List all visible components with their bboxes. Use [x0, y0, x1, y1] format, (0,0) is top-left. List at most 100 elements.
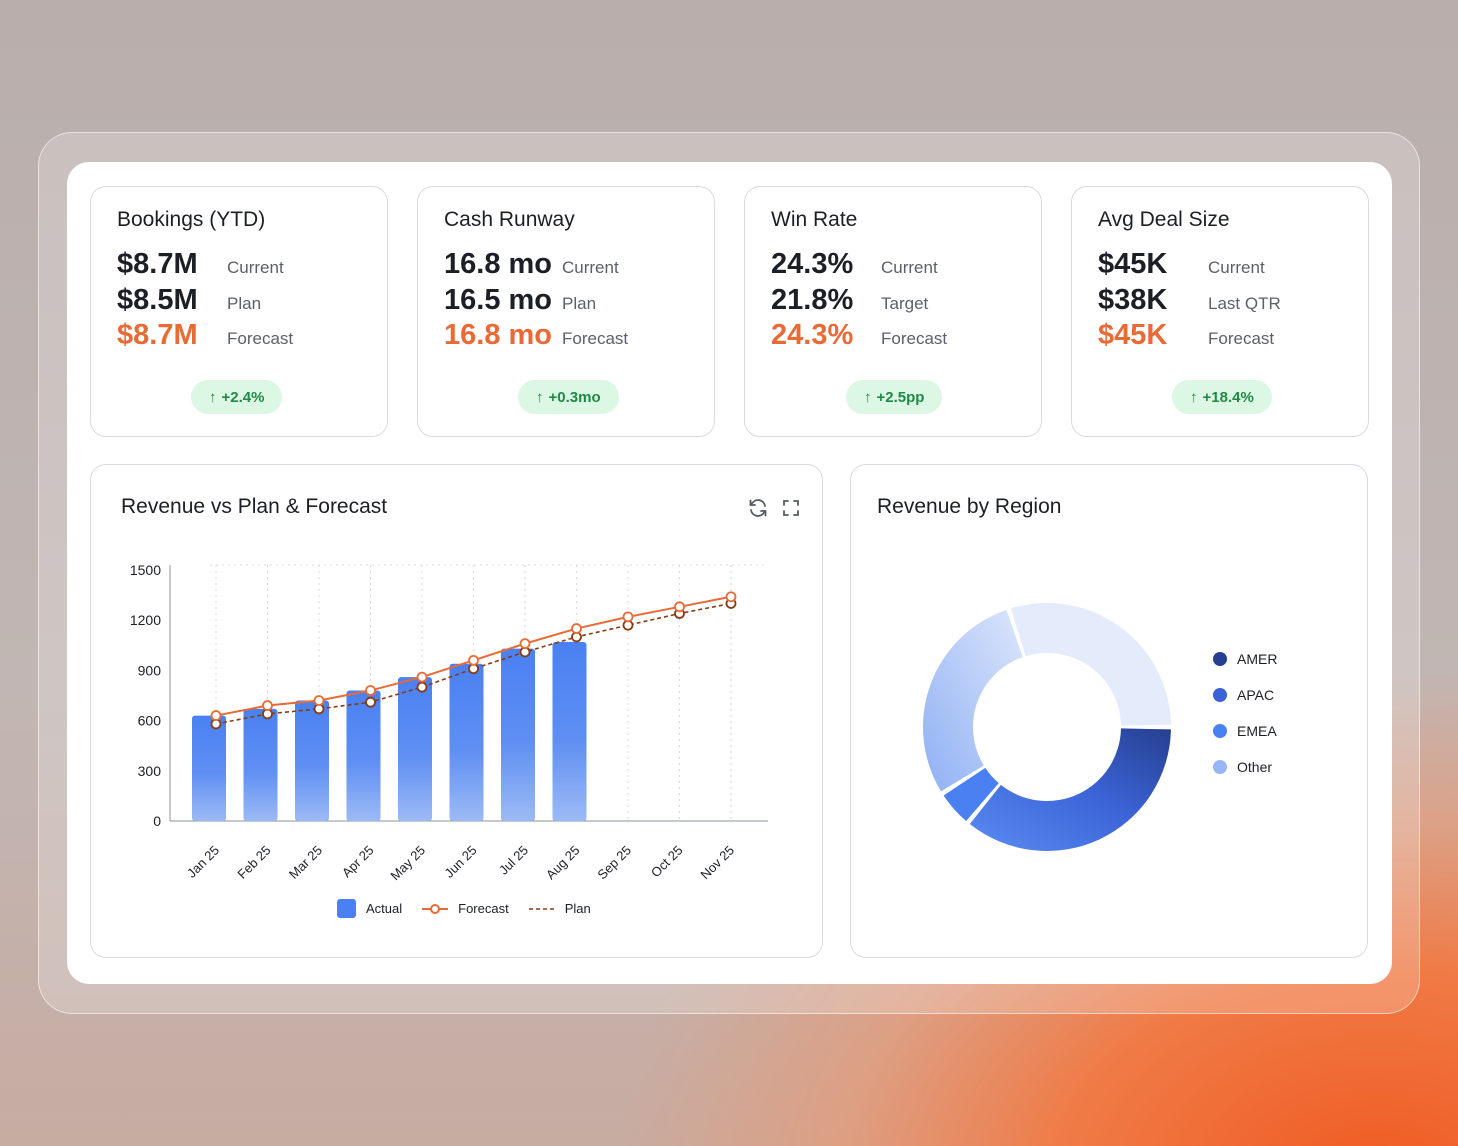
kpi-current-label: Current [227, 258, 284, 277]
kpi-forecast-value: 16.8 mo [444, 319, 552, 351]
bar-actual [243, 708, 278, 821]
expand-icon[interactable] [780, 497, 802, 519]
kpi-plan-value: 16.5 mo [444, 284, 552, 316]
arrow-up-icon: ↑ [536, 388, 544, 406]
legend-apac-dot [1213, 688, 1227, 702]
kpi-title: Bookings (YTD) [117, 208, 266, 231]
kpi-card-avg-deal-size: Avg Deal Size $45K Current $38K Last QTR $… [1071, 186, 1369, 437]
kpi-current-value: 24.3% [771, 248, 854, 280]
kpi-forecast-value: 24.3% [771, 319, 854, 351]
kpi-target-label: Target [881, 294, 929, 313]
legend-actual-label: Actual [366, 901, 403, 916]
legend-other-label: Other [1237, 759, 1273, 775]
x-tick-label: Jul 25 [496, 843, 531, 878]
x-tick-label: Jan 25 [184, 843, 222, 881]
legend-plan-swatch [528, 907, 555, 910]
legend-forecast[interactable]: Forecast [422, 901, 509, 916]
forecast-point [468, 654, 479, 666]
y-tick-label: 1500 [130, 562, 161, 578]
legend-other[interactable]: Other [1213, 759, 1277, 775]
donut-segment-light[interactable] [1010, 603, 1171, 726]
legend-other-dot [1213, 760, 1227, 774]
legend-amer[interactable]: AMER [1213, 651, 1277, 667]
kpi-plan-value: $8.5M [117, 284, 198, 316]
forecast-point [571, 623, 582, 634]
refresh-icon[interactable] [747, 497, 769, 519]
forecast-point [725, 591, 737, 603]
change-badge-label: +18.4% [1202, 388, 1254, 406]
change-badge-label: +2.5pp [876, 388, 925, 406]
kpi-card-cash-runway: Cash Runway 16.8 mo Current 16.5 mo Plan 1… [417, 186, 715, 437]
donut-segment-other[interactable] [923, 609, 1023, 792]
legend-emea[interactable]: EMEA [1213, 723, 1277, 739]
change-badge: ↑ +2.5pp [846, 380, 943, 414]
kpi-forecast-value: $8.7M [117, 319, 198, 351]
x-tick-label: May 25 [387, 843, 428, 884]
kpi-current-label: Current [562, 258, 619, 277]
arrow-up-icon: ↑ [864, 388, 872, 406]
bar-actual [501, 648, 535, 821]
x-tick-label: Feb 25 [234, 843, 273, 882]
kpi-current-value: $8.7M [117, 248, 198, 280]
kpi-last-qtr-value: $38K [1098, 284, 1168, 316]
forecast-point [519, 638, 531, 650]
y-tick-label: 1200 [130, 612, 161, 628]
forecast-point [622, 611, 634, 623]
plan-line [215, 602, 732, 725]
legend-actual[interactable]: Actual [337, 899, 402, 918]
arrow-up-icon: ↑ [1190, 388, 1198, 406]
x-tick-label: Aug 25 [543, 843, 583, 883]
kpi-current-value: $45K [1098, 248, 1168, 280]
legend-emea-label: EMEA [1237, 723, 1277, 739]
forecast-point [313, 695, 325, 706]
bar-actual [192, 715, 226, 821]
kpi-card-win-rate: Win Rate 24.3% Current 21.8% Target 24.3% F… [744, 186, 1042, 437]
revenue-chart-card: Revenue vs Plan & Forecast 0 300 600 900 120… [90, 464, 823, 958]
kpi-forecast-label: Forecast [227, 329, 294, 348]
x-tick-label: Jun 25 [441, 843, 479, 881]
region-chart-card: Revenue by Region AMER APAC EMEA Other [850, 464, 1368, 958]
x-tick-label: Apr 25 [339, 843, 377, 881]
kpi-plan-label: Plan [227, 294, 262, 313]
x-tick-label: Oct 25 [648, 843, 686, 881]
change-badge: ↑ +18.4% [1172, 380, 1272, 414]
bar-actual [398, 677, 432, 821]
legend-forecast-swatch [422, 903, 449, 914]
kpi-title: Win Rate [771, 208, 858, 231]
chart-title: Revenue by Region [877, 495, 1062, 518]
legend-apac-label: APAC [1237, 687, 1275, 703]
forecast-point [262, 700, 273, 711]
kpi-plan-label: Plan [562, 294, 597, 313]
change-badge: ↑ +0.3mo [518, 380, 619, 414]
donut-segment-emea[interactable] [943, 767, 999, 822]
kpi-target-value: 21.8% [771, 284, 854, 316]
donut-segment-amer-apac[interactable] [969, 728, 1171, 851]
kpi-title: Avg Deal Size [1098, 208, 1230, 231]
y-tick-label: 300 [138, 763, 162, 779]
bar-actual [295, 700, 329, 821]
legend-plan-label: Plan [564, 901, 591, 916]
x-tick-label: Nov 25 [697, 843, 737, 883]
kpi-current-value: 16.8 mo [444, 248, 552, 280]
legend-apac[interactable]: APAC [1213, 687, 1277, 703]
kpi-current-label: Current [1208, 258, 1265, 277]
forecast-point [365, 685, 376, 696]
region-legend: AMER APAC EMEA Other [1213, 651, 1277, 775]
kpi-forecast-value: $45K [1098, 319, 1168, 351]
legend-amer-label: AMER [1237, 651, 1278, 667]
kpi-forecast-label: Forecast [1208, 329, 1275, 348]
kpi-forecast-label: Forecast [562, 329, 629, 348]
kpi-forecast-label: Forecast [881, 329, 948, 348]
plan-point [365, 696, 376, 708]
chart-legend: Actual Forecast Plan [337, 899, 591, 918]
change-badge-label: +0.3mo [548, 388, 601, 406]
legend-plan[interactable]: Plan [528, 901, 591, 916]
x-tick-label: Mar 25 [286, 843, 325, 882]
forecast-point [674, 601, 685, 613]
y-tick-label: 600 [138, 713, 162, 729]
region-donut-chart [923, 603, 1171, 851]
legend-amer-dot [1213, 652, 1227, 666]
chart-title: Revenue vs Plan & Forecast [121, 495, 388, 518]
y-tick-label: 900 [138, 662, 162, 678]
legend-actual-swatch [337, 899, 356, 918]
